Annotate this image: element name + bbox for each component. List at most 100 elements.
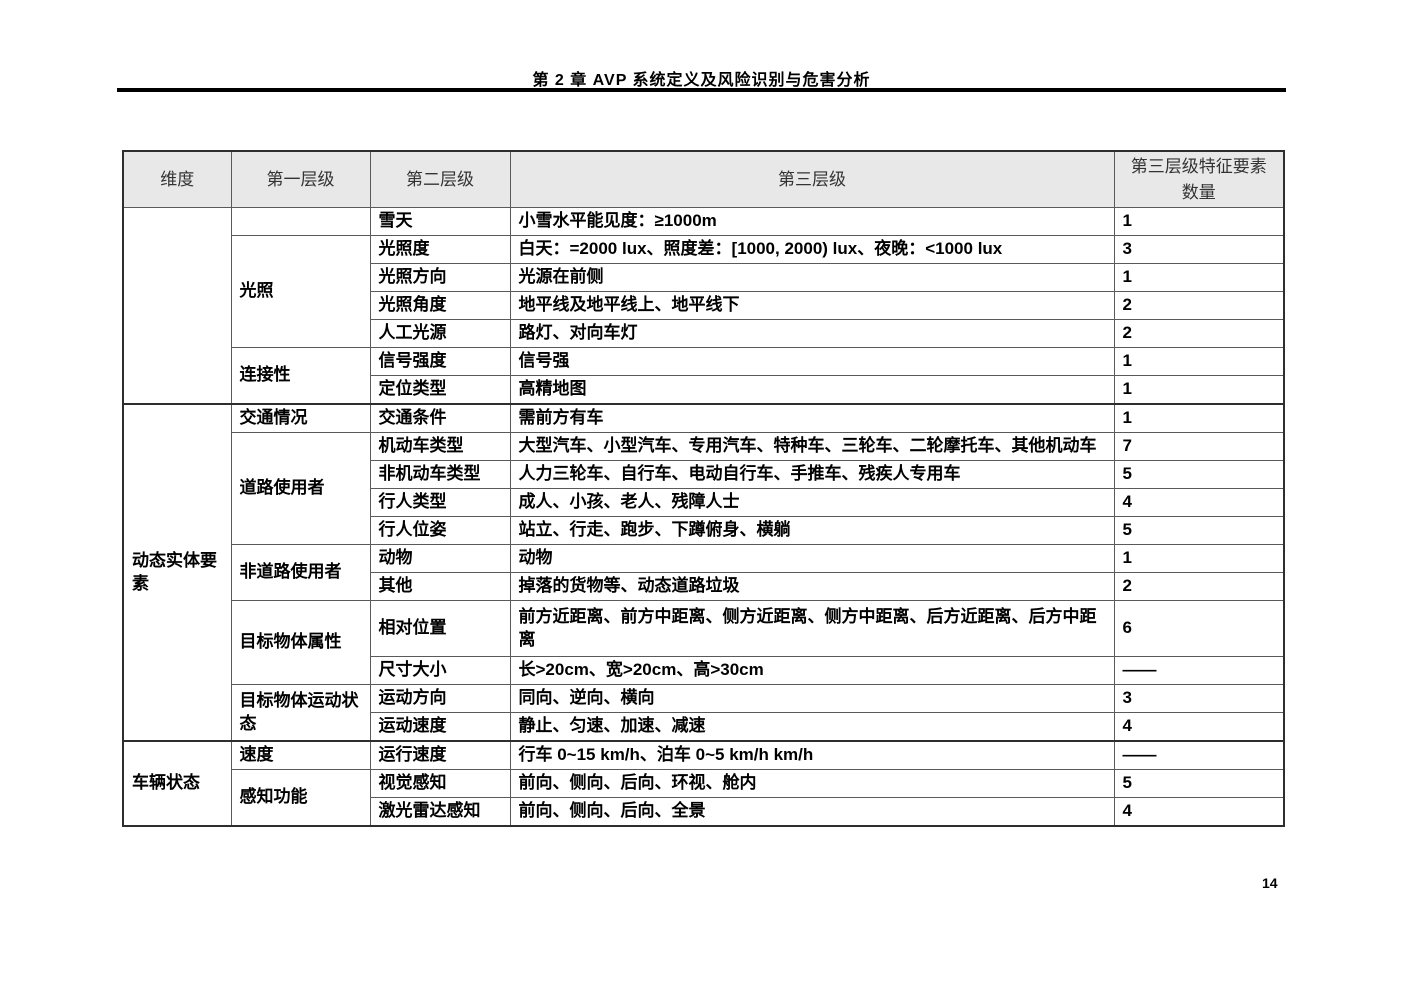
- table-row: 非道路使用者 动物 动物 1: [123, 544, 1285, 601]
- level3-cell: 站立、行走、跑步、下蹲俯身、横躺: [509, 516, 1115, 545]
- level1-cell: 目标物体属性: [230, 600, 371, 685]
- count-cell: 1: [1113, 347, 1285, 376]
- level2-cell: 定位类型: [369, 375, 511, 405]
- chapter-title: 第 2 章 AVP 系统定义及风险识别与危害分析: [532, 72, 871, 89]
- count-cell: 5: [1113, 516, 1285, 545]
- level2-cell: 光照方向: [369, 263, 511, 292]
- level1-cell: 交通情况: [230, 403, 371, 433]
- dimension-cell: [122, 207, 232, 405]
- level2-cell: 运行速度: [369, 740, 511, 770]
- table-row: 光照 光照度 白天：=2000 lux、照度差：[1000, 2000) lux…: [123, 235, 1285, 348]
- table-header-row: 维度 第一层级 第二层级 第三层级 第三层级特征要素 数量: [122, 150, 1285, 208]
- level1-cell: [230, 207, 371, 236]
- count-cell: 4: [1113, 797, 1285, 827]
- level3-cell: 信号强: [509, 347, 1115, 376]
- col-header-count-line2: 数量: [1181, 182, 1216, 202]
- count-cell: 1: [1113, 375, 1285, 405]
- level2-cell: 行人位姿: [369, 516, 511, 545]
- level3-cell: 高精地图: [509, 375, 1115, 405]
- page-number: 14: [1262, 875, 1278, 891]
- level3-cell: 动物: [509, 544, 1115, 573]
- level1-cell: 连接性: [230, 347, 371, 405]
- level2-cell: 行人类型: [369, 488, 511, 517]
- table-row: 感知功能 视觉感知 前向、侧向、后向、环视、舱内 5: [123, 769, 1285, 827]
- count-cell: 4: [1113, 488, 1285, 517]
- col-header-level2: 第二层级: [369, 150, 511, 208]
- count-cell: 2: [1113, 572, 1285, 601]
- classification-table: 维度 第一层级 第二层级 第三层级 第三层级特征要素 数量 雪天 小雪水平能见度…: [122, 150, 1285, 827]
- level3-cell: 前向、侧向、后向、环视、舱内: [509, 769, 1115, 798]
- count-cell: 1: [1113, 544, 1285, 573]
- table-row: 定位类型 高精地图 1: [123, 375, 1285, 405]
- count-cell: 1: [1113, 207, 1285, 236]
- level2-cell: 激光雷达感知: [369, 797, 511, 827]
- level3-cell: 白天：=2000 lux、照度差：[1000, 2000) lux、夜晚：<10…: [509, 235, 1115, 264]
- level2-cell: 动物: [369, 544, 511, 573]
- level3-cell: 光源在前侧: [509, 263, 1115, 292]
- count-cell: 5: [1113, 460, 1285, 489]
- level3-cell: 地平线及地平线上、地平线下: [509, 291, 1115, 320]
- table-row: 动态实体要素 交通情况 交通条件 需前方有车 1: [122, 403, 1285, 742]
- level2-cell: 运动速度: [369, 712, 511, 742]
- level3-cell: 人力三轮车、自行车、电动自行车、手推车、残疾人专用车: [509, 460, 1115, 489]
- table-row: 非机动车类型 人力三轮车、自行车、电动自行车、手推车、残疾人专用车 5: [123, 460, 1285, 489]
- level2-cell: 尺寸大小: [369, 656, 511, 685]
- level1-cell: 速度: [230, 740, 371, 770]
- level2-cell: 机动车类型: [369, 432, 511, 461]
- level2-cell: 运动方向: [369, 684, 511, 713]
- level2-cell: 相对位置: [369, 600, 511, 657]
- level1-cell: 光照: [230, 235, 371, 348]
- level2-cell: 其他: [369, 572, 511, 601]
- level3-cell: 小雪水平能见度：≥1000m: [509, 207, 1115, 236]
- level3-cell: 前方近距离、前方中距离、侧方近距离、侧方中距离、后方近距离、后方中距离: [509, 600, 1115, 657]
- table-row: 其他 掉落的货物等、动态道路垃圾 2: [123, 572, 1285, 601]
- level3-cell: 行车 0~15 km/h、泊车 0~5 km/h km/h: [509, 740, 1115, 770]
- count-cell: 1: [1113, 263, 1285, 292]
- count-cell: 5: [1113, 769, 1285, 798]
- level1-cell: 道路使用者: [230, 432, 371, 545]
- level3-cell: 静止、匀速、加速、减速: [509, 712, 1115, 742]
- table-row: 目标物体属性 相对位置 前方近距离、前方中距离、侧方近距离、侧方中距离、后方近距…: [123, 600, 1285, 685]
- count-cell: ——: [1113, 740, 1285, 770]
- table-row: 车辆状态 速度 运行速度 行车 0~15 km/h、泊车 0~5 km/h km…: [122, 740, 1285, 827]
- table-row: 行人位姿 站立、行走、跑步、下蹲俯身、横躺 5: [123, 516, 1285, 545]
- table-row: 激光雷达感知 前向、侧向、后向、全景 4: [123, 797, 1285, 827]
- level2-cell: 非机动车类型: [369, 460, 511, 489]
- count-cell: 2: [1113, 291, 1285, 320]
- level3-cell: 大型汽车、小型汽车、专用汽车、特种车、三轮车、二轮摩托车、其他机动车: [509, 432, 1115, 461]
- count-cell: ——: [1113, 656, 1285, 685]
- level1-cell: 感知功能: [230, 769, 371, 827]
- level2-cell: 光照度: [369, 235, 511, 264]
- level2-cell: 交通条件: [369, 403, 511, 433]
- level3-cell: 前向、侧向、后向、全景: [509, 797, 1115, 827]
- col-header-count-line1: 第三层级特征要素: [1130, 157, 1267, 176]
- dimension-cell: 动态实体要素: [122, 403, 232, 742]
- table-row: 运动速度 静止、匀速、加速、减速 4: [123, 712, 1285, 742]
- col-header-level1: 第一层级: [230, 150, 371, 208]
- col-header-dimension: 维度: [122, 150, 232, 208]
- table-row: 人工光源 路灯、对向车灯 2: [123, 319, 1285, 348]
- level3-cell: 需前方有车: [509, 403, 1115, 433]
- table-row: 道路使用者 机动车类型 大型汽车、小型汽车、专用汽车、特种车、三轮车、二轮摩托车…: [123, 432, 1285, 545]
- level3-cell: 掉落的货物等、动态道路垃圾: [509, 572, 1115, 601]
- count-cell: 3: [1113, 684, 1285, 713]
- table-row: 雪天 小雪水平能见度：≥1000m 1: [122, 207, 1285, 405]
- level2-cell: 视觉感知: [369, 769, 511, 798]
- dimension-cell: 车辆状态: [122, 740, 232, 827]
- count-cell: 7: [1113, 432, 1285, 461]
- count-cell: 1: [1113, 403, 1285, 433]
- table-row: 尺寸大小 长>20cm、宽>20cm、高>30cm ——: [123, 656, 1285, 685]
- level3-cell: 路灯、对向车灯: [509, 319, 1115, 348]
- level3-cell: 长>20cm、宽>20cm、高>30cm: [509, 656, 1115, 685]
- count-cell: 2: [1113, 319, 1285, 348]
- count-cell: 4: [1113, 712, 1285, 742]
- level3-cell: 成人、小孩、老人、残障人士: [509, 488, 1115, 517]
- table-row: 光照方向 光源在前侧 1: [123, 263, 1285, 292]
- level2-cell: 雪天: [369, 207, 511, 236]
- header-rule: [117, 88, 1286, 92]
- level1-cell: 目标物体运动状态: [230, 684, 371, 742]
- col-header-level3: 第三层级: [509, 150, 1115, 208]
- table-row: 连接性 信号强度 信号强 1: [123, 347, 1285, 405]
- level2-cell: 人工光源: [369, 319, 511, 348]
